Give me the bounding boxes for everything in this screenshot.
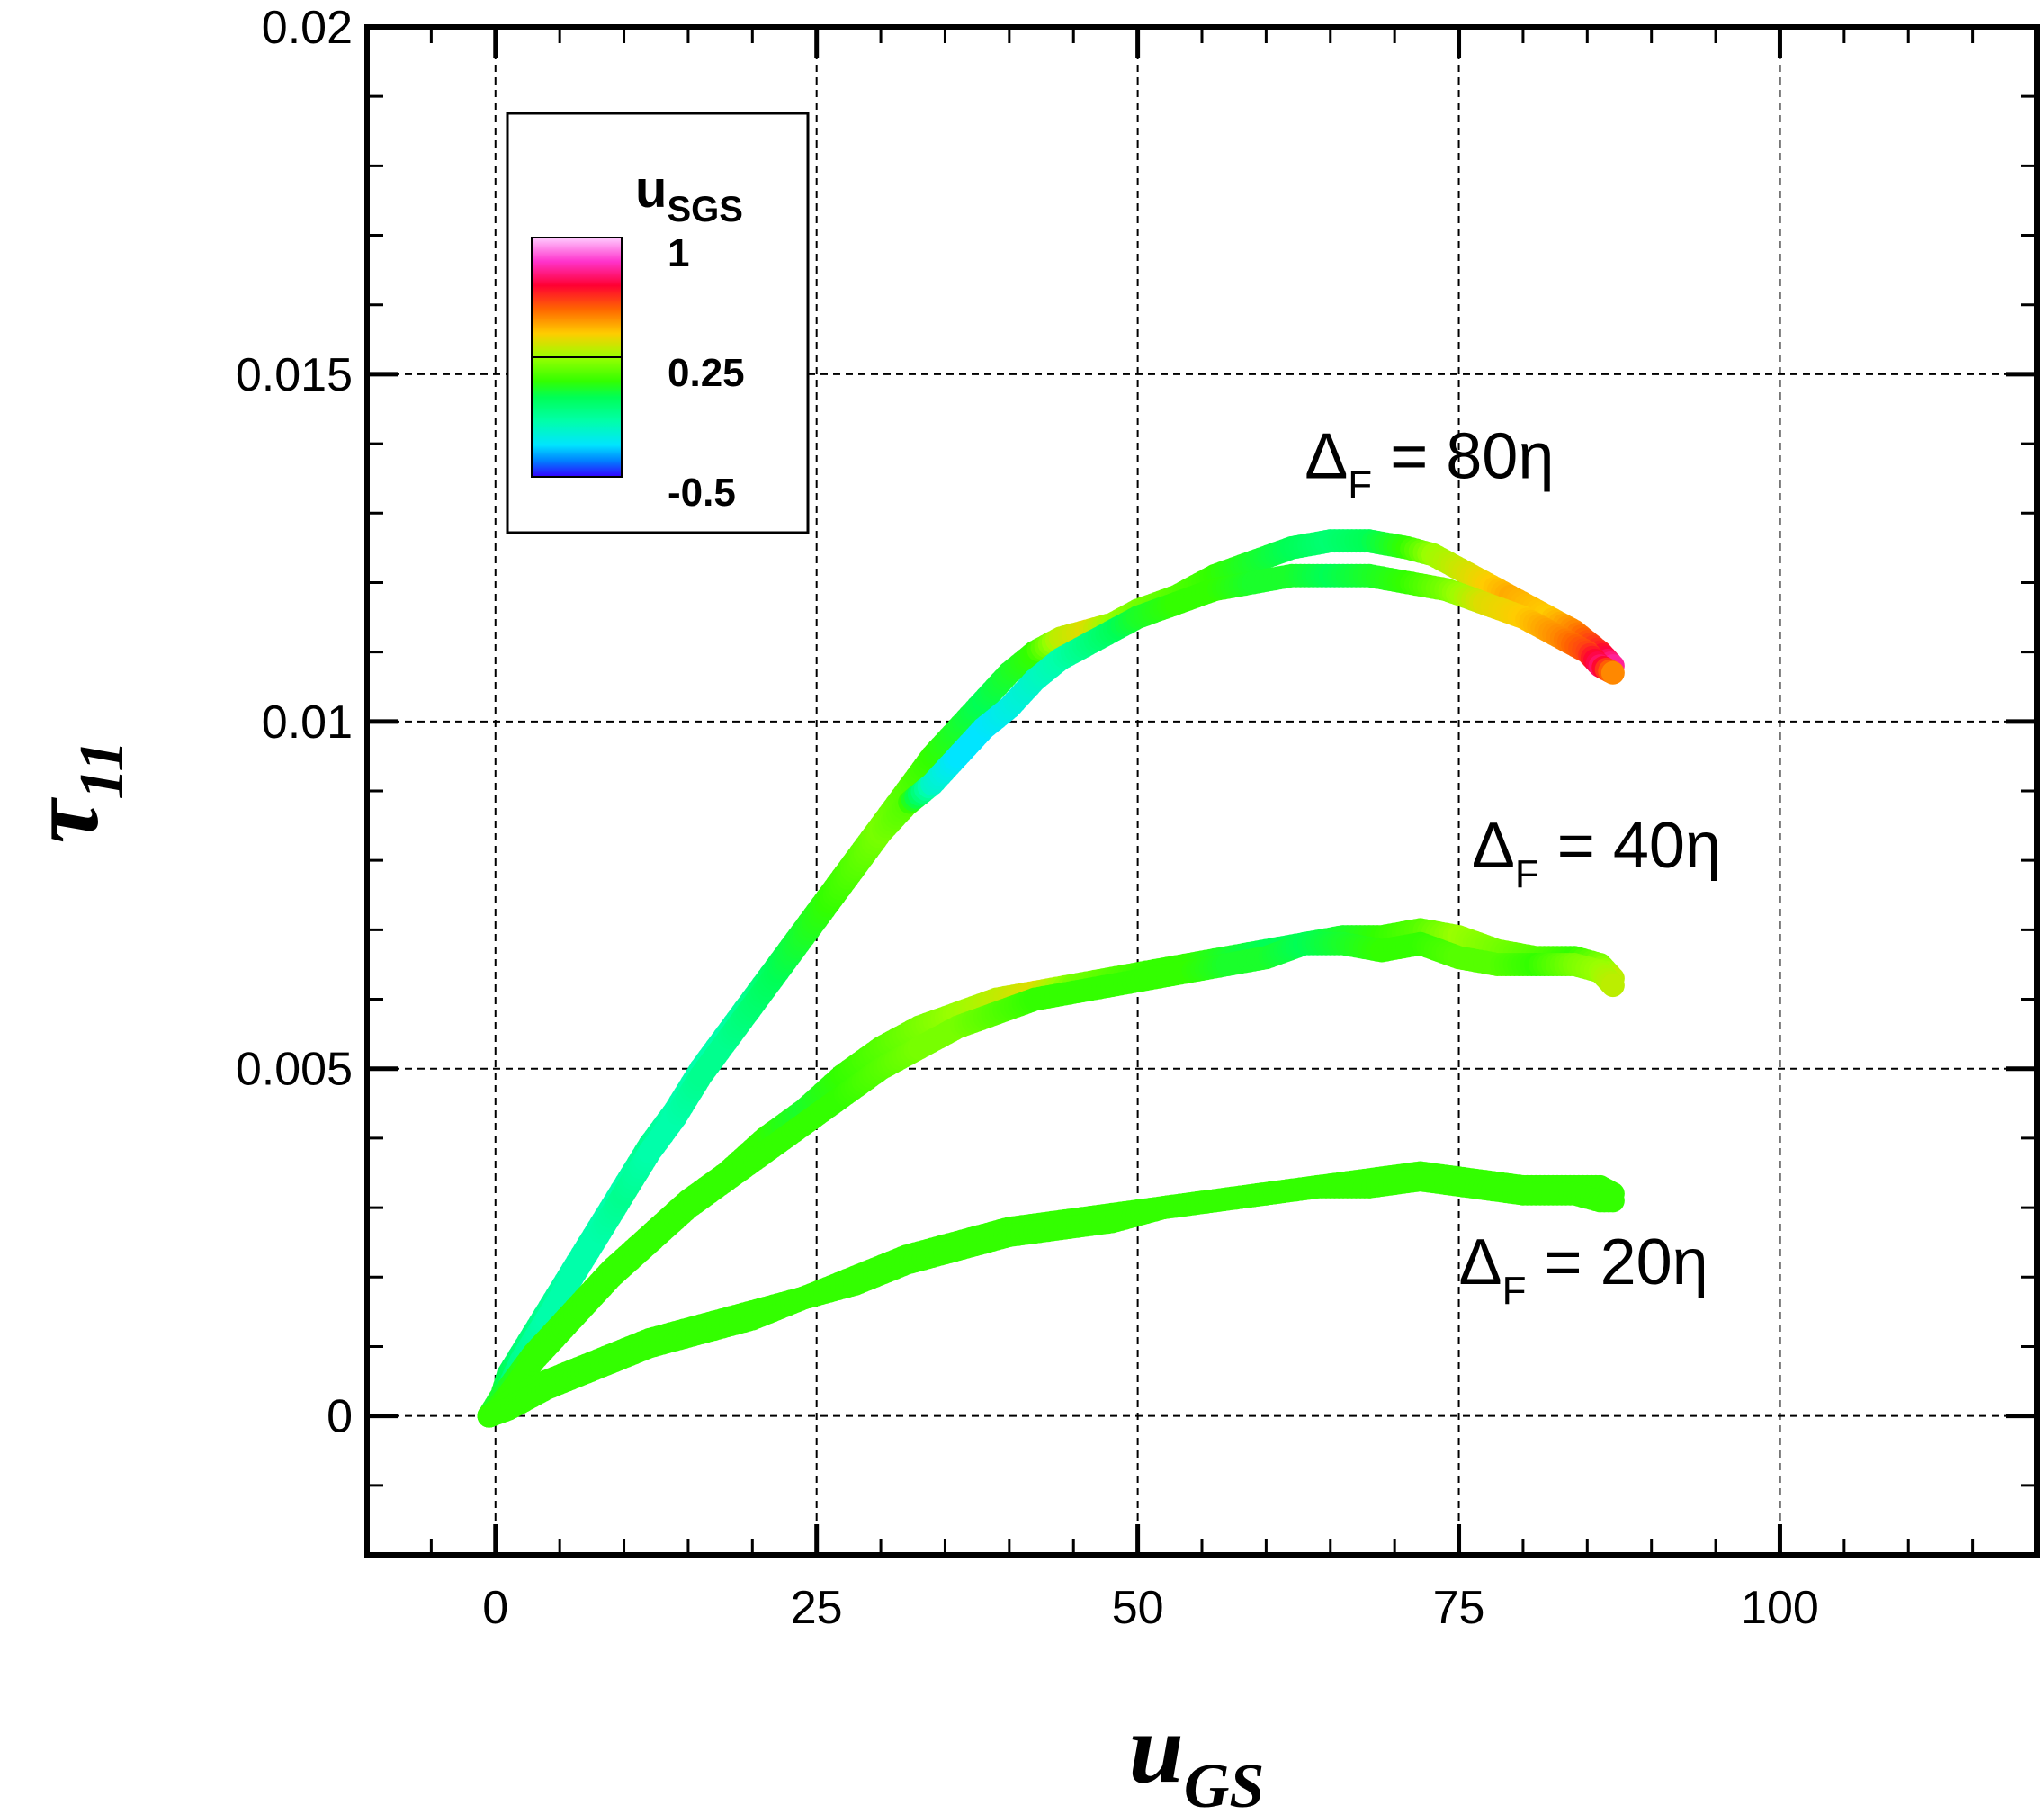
colorbar-label: -0.5 xyxy=(668,471,736,515)
x-tick-label: 25 xyxy=(791,1582,843,1634)
colorbar-title-sub: SGS xyxy=(667,190,742,229)
series-2 xyxy=(477,918,1625,1428)
series-label-suffix: = 40η xyxy=(1539,810,1721,882)
series-3 xyxy=(477,1161,1625,1428)
y-axis-title-main: τ xyxy=(9,796,119,843)
x-axis-title: uGS xyxy=(1129,1693,1265,1814)
series-label-3: ΔF = 20η xyxy=(1459,1226,1708,1313)
axes xyxy=(364,24,2040,1558)
colorbar-label: 0.25 xyxy=(668,351,745,395)
series-label-2: ΔF = 40η xyxy=(1472,810,1721,896)
colorbar-label: 1 xyxy=(668,231,689,275)
y-axis-title-sub: 11 xyxy=(67,741,137,800)
colorbar-title: uSGS xyxy=(635,160,743,229)
series-1 xyxy=(477,529,1625,1428)
colorbar-title-main: u xyxy=(635,160,667,219)
series-label-sub: F xyxy=(1502,1269,1527,1313)
series-label-prefix: Δ xyxy=(1459,1226,1502,1298)
data-point xyxy=(1600,974,1625,998)
x-tick-label: 75 xyxy=(1433,1582,1485,1634)
y-tick-label: 0 xyxy=(327,1391,353,1443)
series-label-suffix: = 20η xyxy=(1527,1226,1708,1298)
x-tick-label: 50 xyxy=(1112,1582,1164,1634)
series-label-prefix: Δ xyxy=(1472,810,1515,882)
x-tick-label: 100 xyxy=(1741,1582,1819,1634)
series-label-sub: F xyxy=(1515,852,1539,896)
x-axis-title-sub: GS xyxy=(1184,1752,1264,1814)
series-label-1: ΔF = 80η xyxy=(1304,421,1554,507)
series-label-sub: F xyxy=(1348,463,1372,507)
y-tick-label: 0.01 xyxy=(262,696,353,749)
series-label-prefix: Δ xyxy=(1304,421,1348,493)
data-point xyxy=(1600,1189,1625,1213)
y-tick-label: 0.02 xyxy=(262,2,353,54)
y-tick-label: 0.015 xyxy=(236,349,353,401)
data-layer xyxy=(477,529,1625,1428)
y-tick-label: 0.005 xyxy=(236,1044,353,1096)
y-axis-title: τ11 xyxy=(9,741,137,844)
x-axis-title-main: u xyxy=(1129,1693,1184,1803)
data-point xyxy=(1600,660,1625,685)
series-label-suffix: = 80η xyxy=(1372,421,1554,493)
x-tick-label: 0 xyxy=(482,1582,508,1634)
